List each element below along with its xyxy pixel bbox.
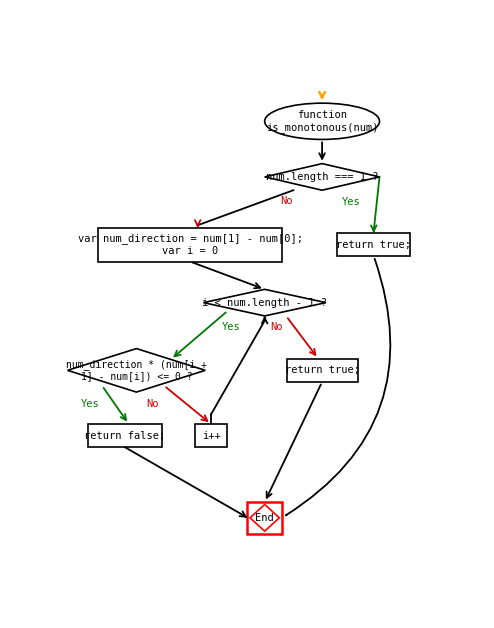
Polygon shape <box>204 290 326 316</box>
Ellipse shape <box>265 103 379 139</box>
Text: End: End <box>255 513 274 523</box>
FancyArrowPatch shape <box>286 259 390 515</box>
Bar <box>337 233 410 256</box>
Text: No: No <box>280 196 292 206</box>
Text: Yes: Yes <box>82 399 100 409</box>
Text: i++: i++ <box>202 431 220 441</box>
Text: return true;: return true; <box>336 240 412 249</box>
Text: var num_direction = num[1] - num[0];
var i = 0: var num_direction = num[1] - num[0]; var… <box>78 234 302 256</box>
Text: i < num.length - 1 ?: i < num.length - 1 ? <box>202 298 327 308</box>
Bar <box>87 424 162 447</box>
Text: No: No <box>147 399 159 409</box>
Bar <box>195 424 227 447</box>
Text: Yes: Yes <box>222 322 241 332</box>
Text: return true;: return true; <box>285 365 360 376</box>
Text: No: No <box>270 322 283 332</box>
Polygon shape <box>265 164 379 190</box>
Bar <box>98 228 282 261</box>
Text: Yes: Yes <box>342 197 361 207</box>
Bar <box>287 359 358 382</box>
Polygon shape <box>68 349 206 392</box>
Text: return false;: return false; <box>84 431 165 441</box>
Bar <box>247 502 282 534</box>
Text: num.length === 1 ?: num.length === 1 ? <box>266 172 378 182</box>
Text: num_direction * (num[i +
1] - num[i]) <= 0 ?: num_direction * (num[i + 1] - num[i]) <=… <box>66 359 207 382</box>
Text: function
is_monotonous(num): function is_monotonous(num) <box>266 110 378 133</box>
